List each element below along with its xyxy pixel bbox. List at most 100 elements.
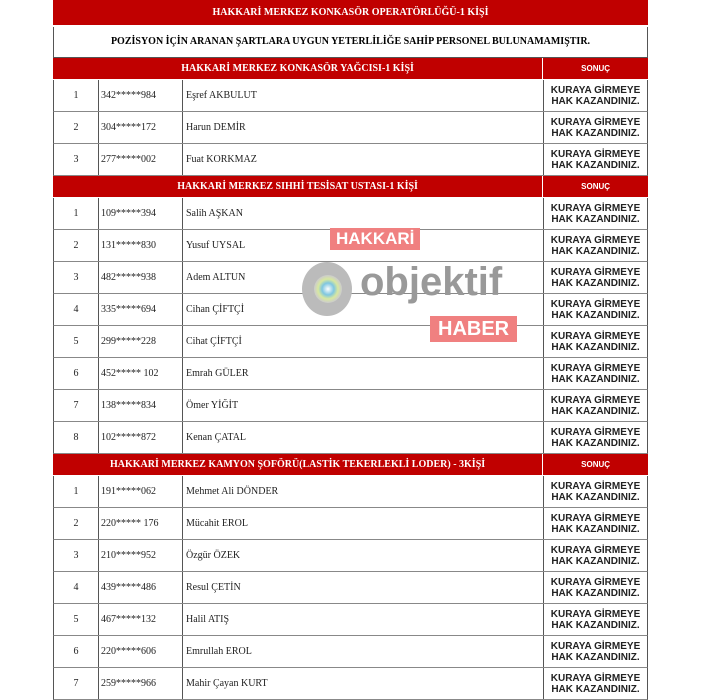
results-table: HAKKARİ MERKEZ KONKASÖR OPERATÖRLÜĞÜ-1 K… <box>53 0 648 700</box>
masked-id: 277*****002 <box>99 144 183 175</box>
masked-id: 452***** 102 <box>99 358 183 389</box>
masked-id: 259*****966 <box>99 668 183 699</box>
person-name: Eşref AKBULUT <box>183 80 544 111</box>
row-number: 3 <box>54 540 99 571</box>
row-number: 2 <box>54 508 99 539</box>
person-name: Harun DEMİR <box>183 112 544 143</box>
masked-id: 220***** 176 <box>99 508 183 539</box>
result-column-header: SONUÇ <box>581 182 611 191</box>
row-number: 8 <box>54 422 99 453</box>
result-status: KURAYA GİRMEYE HAK KAZANDINIZ. <box>550 480 641 503</box>
result-column-header: SONUÇ <box>581 64 611 73</box>
row-number: 4 <box>54 294 99 325</box>
masked-id: 138*****834 <box>99 390 183 421</box>
row-number: 1 <box>54 80 99 111</box>
table-row: 2 220***** 176 Mücahit EROL KURAYA GİRME… <box>53 508 648 540</box>
table-row: 2 304*****172 Harun DEMİR KURAYA GİRMEYE… <box>53 112 648 144</box>
result-status: KURAYA GİRMEYE HAK KAZANDINIZ. <box>550 266 641 289</box>
table-row: 5 299*****228 Cihat ÇİFTÇİ KURAYA GİRMEY… <box>53 326 648 358</box>
person-name: Resul ÇETİN <box>183 572 544 603</box>
result-status: KURAYA GİRMEYE HAK KAZANDINIZ. <box>550 608 641 631</box>
table-row: 8 102*****872 Kenan ÇATAL KURAYA GİRMEYE… <box>53 422 648 454</box>
masked-id: 191*****062 <box>99 476 183 507</box>
table-title: HAKKARİ MERKEZ KONKASÖR OPERATÖRLÜĞÜ-1 K… <box>53 0 648 27</box>
masked-id: 102*****872 <box>99 422 183 453</box>
person-name: Fuat KORKMAZ <box>183 144 544 175</box>
result-status: KURAYA GİRMEYE HAK KAZANDINIZ. <box>550 640 641 663</box>
masked-id: 210*****952 <box>99 540 183 571</box>
row-number: 1 <box>54 198 99 229</box>
result-status: KURAYA GİRMEYE HAK KAZANDINIZ. <box>550 330 641 353</box>
result-status: KURAYA GİRMEYE HAK KAZANDINIZ. <box>550 148 641 171</box>
result-status: KURAYA GİRMEYE HAK KAZANDINIZ. <box>550 116 641 139</box>
section-title: HAKKARİ MERKEZ SIHHİ TESİSAT USTASI-1 Kİ… <box>53 176 544 197</box>
masked-id: 109*****394 <box>99 198 183 229</box>
person-name: Mücahit EROL <box>183 508 544 539</box>
table-row: 1 191*****062 Mehmet Ali DÖNDER KURAYA G… <box>53 476 648 508</box>
table-row: 7 138*****834 Ömer YİĞİT KURAYA GİRMEYE … <box>53 390 648 422</box>
row-number: 7 <box>54 390 99 421</box>
person-name: Cihan ÇİFTÇİ <box>183 294 544 325</box>
person-name: Kenan ÇATAL <box>183 422 544 453</box>
masked-id: 335*****694 <box>99 294 183 325</box>
masked-id: 304*****172 <box>99 112 183 143</box>
row-number: 5 <box>54 604 99 635</box>
table-row: 4 439*****486 Resul ÇETİN KURAYA GİRMEYE… <box>53 572 648 604</box>
row-number: 6 <box>54 636 99 667</box>
masked-id: 342*****984 <box>99 80 183 111</box>
result-status: KURAYA GİRMEYE HAK KAZANDINIZ. <box>550 202 641 225</box>
section-title: HAKKARİ MERKEZ KONKASÖR YAĞCISI-1 KİŞİ <box>53 58 544 79</box>
section-header: HAKKARİ MERKEZ KONKASÖR YAĞCISI-1 KİŞİ S… <box>53 58 648 80</box>
person-name: Mahir Çayan KURT <box>183 668 544 699</box>
result-status: KURAYA GİRMEYE HAK KAZANDINIZ. <box>550 512 641 535</box>
result-status: KURAYA GİRMEYE HAK KAZANDINIZ. <box>550 544 641 567</box>
result-status: KURAYA GİRMEYE HAK KAZANDINIZ. <box>550 576 641 599</box>
masked-id: 299*****228 <box>99 326 183 357</box>
table-row: 7 259*****966 Mahir Çayan KURT KURAYA Gİ… <box>53 668 648 700</box>
table-row: 2 131*****830 Yusuf UYSAL KURAYA GİRMEYE… <box>53 230 648 262</box>
row-number: 3 <box>54 144 99 175</box>
person-name: Mehmet Ali DÖNDER <box>183 476 544 507</box>
table-row: 1 342*****984 Eşref AKBULUT KURAYA GİRME… <box>53 80 648 112</box>
result-status: KURAYA GİRMEYE HAK KAZANDINIZ. <box>550 362 641 385</box>
masked-id: 131*****830 <box>99 230 183 261</box>
table-row: 6 220*****606 Emrullah EROL KURAYA GİRME… <box>53 636 648 668</box>
result-status: KURAYA GİRMEYE HAK KAZANDINIZ. <box>550 84 641 107</box>
result-status: KURAYA GİRMEYE HAK KAZANDINIZ. <box>550 234 641 257</box>
table-row: 3 277*****002 Fuat KORKMAZ KURAYA GİRMEY… <box>53 144 648 176</box>
result-status: KURAYA GİRMEYE HAK KAZANDINIZ. <box>550 298 641 321</box>
masked-id: 467*****132 <box>99 604 183 635</box>
masked-id: 220*****606 <box>99 636 183 667</box>
table-row: 3 482*****938 Adem ALTUN KURAYA GİRMEYE … <box>53 262 648 294</box>
row-number: 1 <box>54 476 99 507</box>
person-name: Ömer YİĞİT <box>183 390 544 421</box>
person-name: Özgür ÖZEK <box>183 540 544 571</box>
row-number: 7 <box>54 668 99 699</box>
section-header: HAKKARİ MERKEZ KAMYON ŞOFÖRÜ(LASTİK TEKE… <box>53 454 648 476</box>
person-name: Salih AŞKAN <box>183 198 544 229</box>
section-header: HAKKARİ MERKEZ SIHHİ TESİSAT USTASI-1 Kİ… <box>53 176 648 198</box>
result-status: KURAYA GİRMEYE HAK KAZANDINIZ. <box>550 672 641 695</box>
table-row: 6 452***** 102 Emrah GÜLER KURAYA GİRMEY… <box>53 358 648 390</box>
masked-id: 439*****486 <box>99 572 183 603</box>
result-status: KURAYA GİRMEYE HAK KAZANDINIZ. <box>550 394 641 417</box>
masked-id: 482*****938 <box>99 262 183 293</box>
sections: HAKKARİ MERKEZ KONKASÖR YAĞCISI-1 KİŞİ S… <box>53 58 648 700</box>
person-name: Adem ALTUN <box>183 262 544 293</box>
row-number: 2 <box>54 230 99 261</box>
row-number: 3 <box>54 262 99 293</box>
table-row: 1 109*****394 Salih AŞKAN KURAYA GİRMEYE… <box>53 198 648 230</box>
row-number: 4 <box>54 572 99 603</box>
person-name: Emrullah EROL <box>183 636 544 667</box>
row-number: 5 <box>54 326 99 357</box>
row-number: 2 <box>54 112 99 143</box>
table-row: 4 335*****694 Cihan ÇİFTÇİ KURAYA GİRMEY… <box>53 294 648 326</box>
person-name: Emrah GÜLER <box>183 358 544 389</box>
row-number: 6 <box>54 358 99 389</box>
section-title: HAKKARİ MERKEZ KAMYON ŞOFÖRÜ(LASTİK TEKE… <box>53 454 544 475</box>
person-name: Cihat ÇİFTÇİ <box>183 326 544 357</box>
table-row: 5 467*****132 Halil ATIŞ KURAYA GİRMEYE … <box>53 604 648 636</box>
result-status: KURAYA GİRMEYE HAK KAZANDINIZ. <box>550 426 641 449</box>
table-row: 3 210*****952 Özgür ÖZEK KURAYA GİRMEYE … <box>53 540 648 572</box>
person-name: Yusuf UYSAL <box>183 230 544 261</box>
